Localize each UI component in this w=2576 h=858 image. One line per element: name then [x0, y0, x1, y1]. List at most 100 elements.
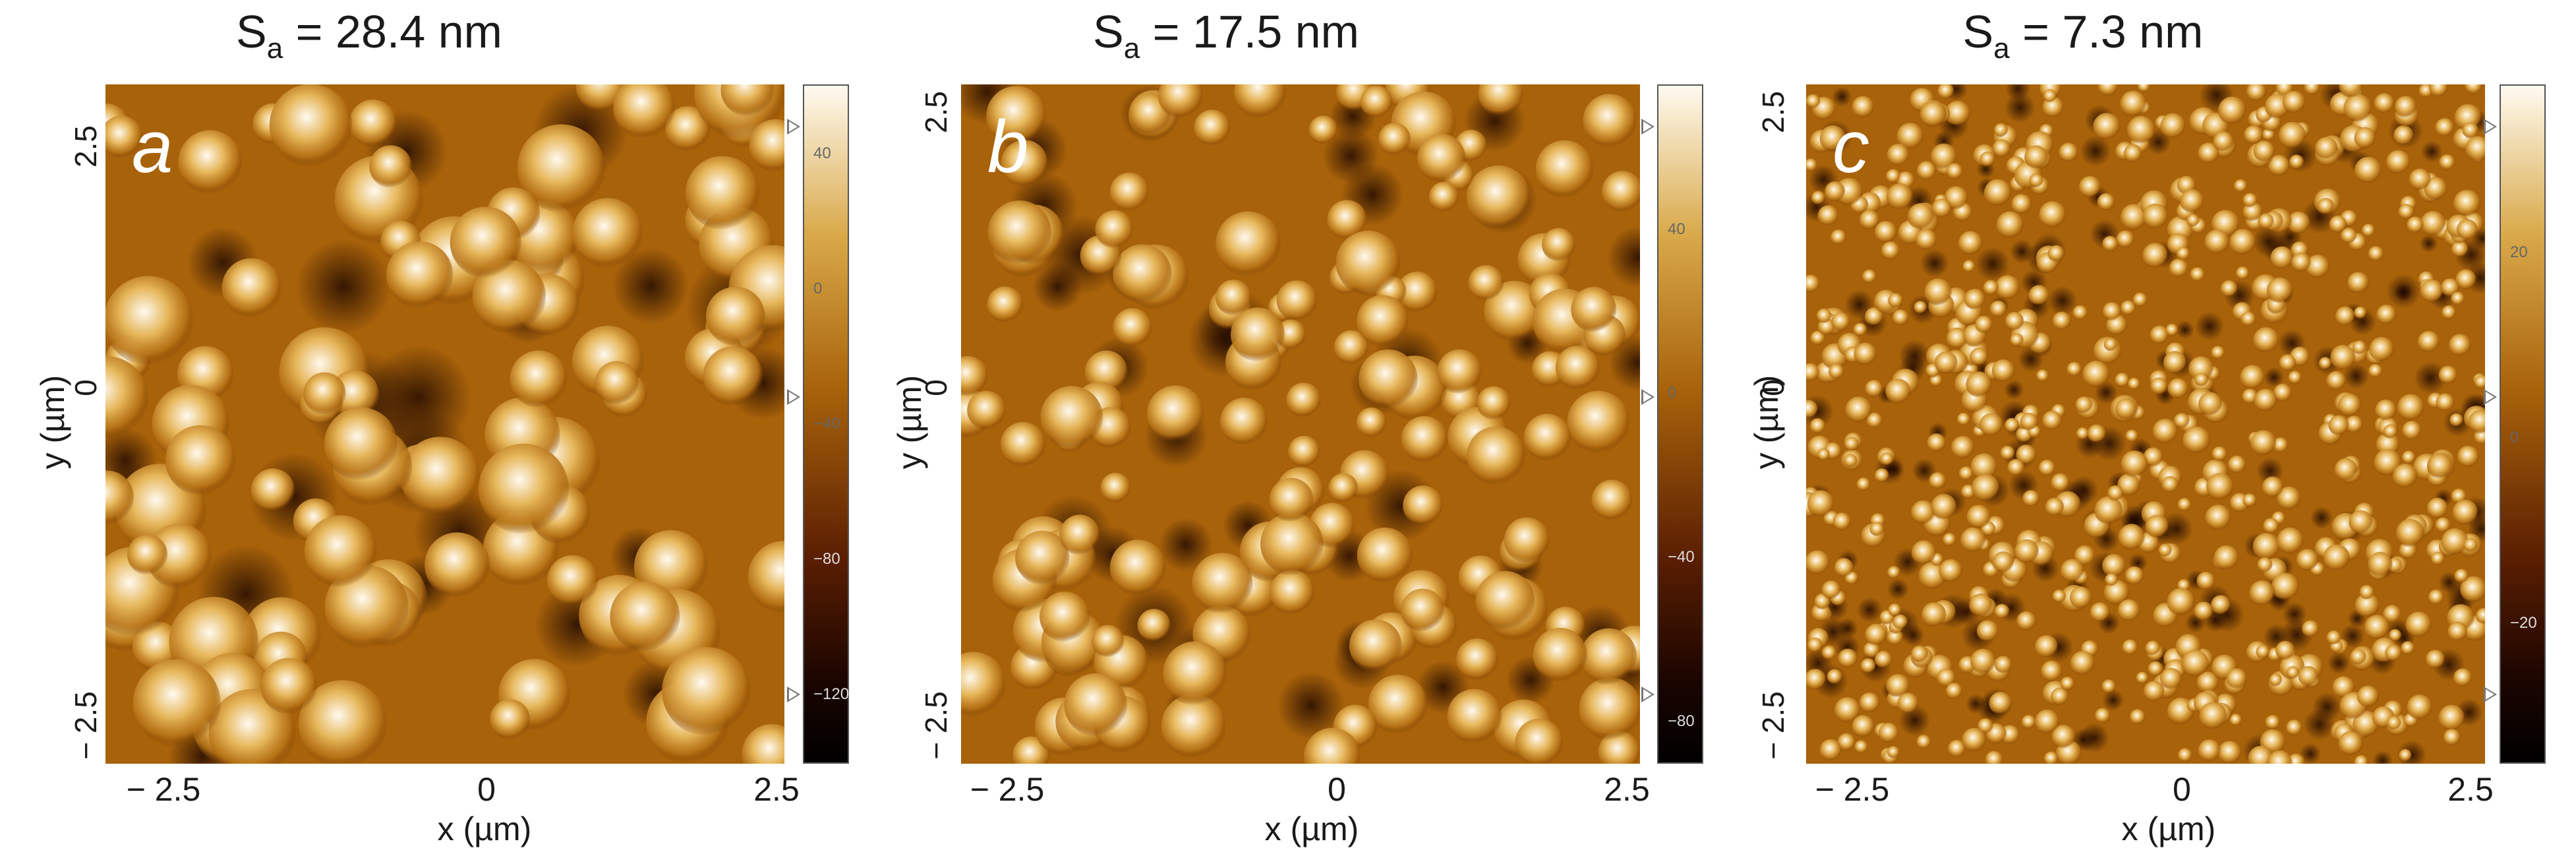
- grain: [2375, 399, 2397, 421]
- grain: [1911, 645, 1929, 663]
- grain: [2287, 211, 2310, 235]
- grain: [1328, 473, 1358, 503]
- grain: [1970, 453, 1998, 480]
- grain: [2217, 741, 2242, 764]
- grain: [2426, 650, 2445, 669]
- grain: [2028, 285, 2049, 306]
- grain: [2258, 213, 2274, 230]
- grain: [1591, 479, 1632, 520]
- grain: [2005, 417, 2020, 433]
- grain: [1809, 418, 1826, 434]
- grain: [2439, 154, 2455, 171]
- y-tick-top: 2.5: [919, 91, 953, 133]
- grain: [2270, 246, 2294, 270]
- grain: [1945, 100, 1971, 127]
- grain: [1966, 371, 1992, 398]
- x-tick-right: 2.5: [2447, 771, 2494, 808]
- grain: [2144, 681, 2165, 702]
- valley: [2310, 506, 2333, 530]
- grain: [2349, 510, 2373, 534]
- valley: [2419, 234, 2438, 253]
- grain: [1092, 625, 1125, 658]
- grain: [1887, 746, 1900, 759]
- grain: [1810, 330, 1825, 346]
- grain: [2426, 497, 2448, 519]
- grain: [2354, 306, 2367, 319]
- grain: [2376, 304, 2397, 325]
- grain: [2117, 599, 2140, 622]
- grain: [2035, 709, 2060, 734]
- grain: [1100, 472, 1131, 503]
- grain: [2102, 302, 2122, 321]
- grain: [986, 86, 1047, 146]
- grain: [2125, 429, 2138, 443]
- colorbar-marker-icon: [2484, 118, 2497, 135]
- grain: [1946, 163, 1963, 180]
- grain: [1892, 309, 1909, 326]
- grain: [2291, 252, 2311, 272]
- x-tick-mid: 0: [1328, 771, 1346, 808]
- grain: [2369, 337, 2394, 362]
- grain: [1916, 735, 1931, 749]
- grain: [1194, 109, 1231, 146]
- grain: [2407, 216, 2424, 233]
- grain: [2097, 193, 2115, 211]
- grain: [260, 658, 317, 714]
- panel-title: Sa = 7.3 nm: [1962, 6, 2204, 65]
- valley: [2175, 320, 2194, 340]
- grain: [2122, 639, 2138, 656]
- x-tick-left: − 2.5: [126, 771, 201, 808]
- grain: [2242, 193, 2258, 208]
- grain: [2441, 278, 2459, 297]
- grain: [1161, 694, 1226, 758]
- grain: [2436, 393, 2455, 412]
- grain: [961, 356, 988, 397]
- grain: [2196, 572, 2215, 590]
- grain: [1856, 477, 1871, 491]
- grain: [1523, 414, 1571, 461]
- grain: [1920, 101, 1947, 128]
- y-tick-bottom: − 2.5: [919, 691, 953, 760]
- grain: [1827, 669, 1842, 685]
- grain: [1064, 673, 1127, 737]
- x-tick-right: 2.5: [753, 771, 800, 808]
- grain: [1215, 280, 1252, 316]
- valley: [2414, 361, 2447, 394]
- grain: [1832, 512, 1851, 531]
- panel-letter: b: [987, 106, 1029, 188]
- grain: [1059, 514, 1100, 555]
- grain: [2398, 204, 2415, 220]
- grain: [1113, 244, 1172, 303]
- grain: [2374, 93, 2395, 114]
- grain: [2211, 346, 2225, 360]
- grain: [490, 699, 531, 740]
- grain: [2244, 125, 2264, 145]
- grain: [2123, 144, 2142, 163]
- grain: [2011, 194, 2032, 214]
- grain: [2051, 473, 2070, 492]
- grain: [2246, 84, 2267, 102]
- grain: [2427, 453, 2453, 479]
- grain: [2407, 694, 2432, 720]
- grain: [1859, 210, 1880, 230]
- grain: [2198, 392, 2223, 416]
- grain: [1852, 715, 1875, 738]
- grain: [2249, 580, 2275, 606]
- grain: [1147, 385, 1204, 443]
- grain: [1943, 533, 1956, 547]
- grain: [2160, 667, 2182, 690]
- grain: [2368, 363, 2383, 379]
- grain: [2420, 211, 2446, 237]
- grain: [1875, 468, 1889, 483]
- grain: [1286, 383, 1321, 417]
- grain: [1403, 485, 1443, 526]
- grain: [303, 372, 346, 415]
- afm-height-map: c: [1806, 84, 2485, 764]
- grain: [1996, 211, 2024, 239]
- grain: [1921, 602, 1947, 627]
- grain: [1937, 668, 1956, 687]
- grain: [1456, 638, 1498, 681]
- grain: [1276, 280, 1318, 321]
- grain: [1994, 603, 2010, 619]
- grain: [546, 555, 599, 607]
